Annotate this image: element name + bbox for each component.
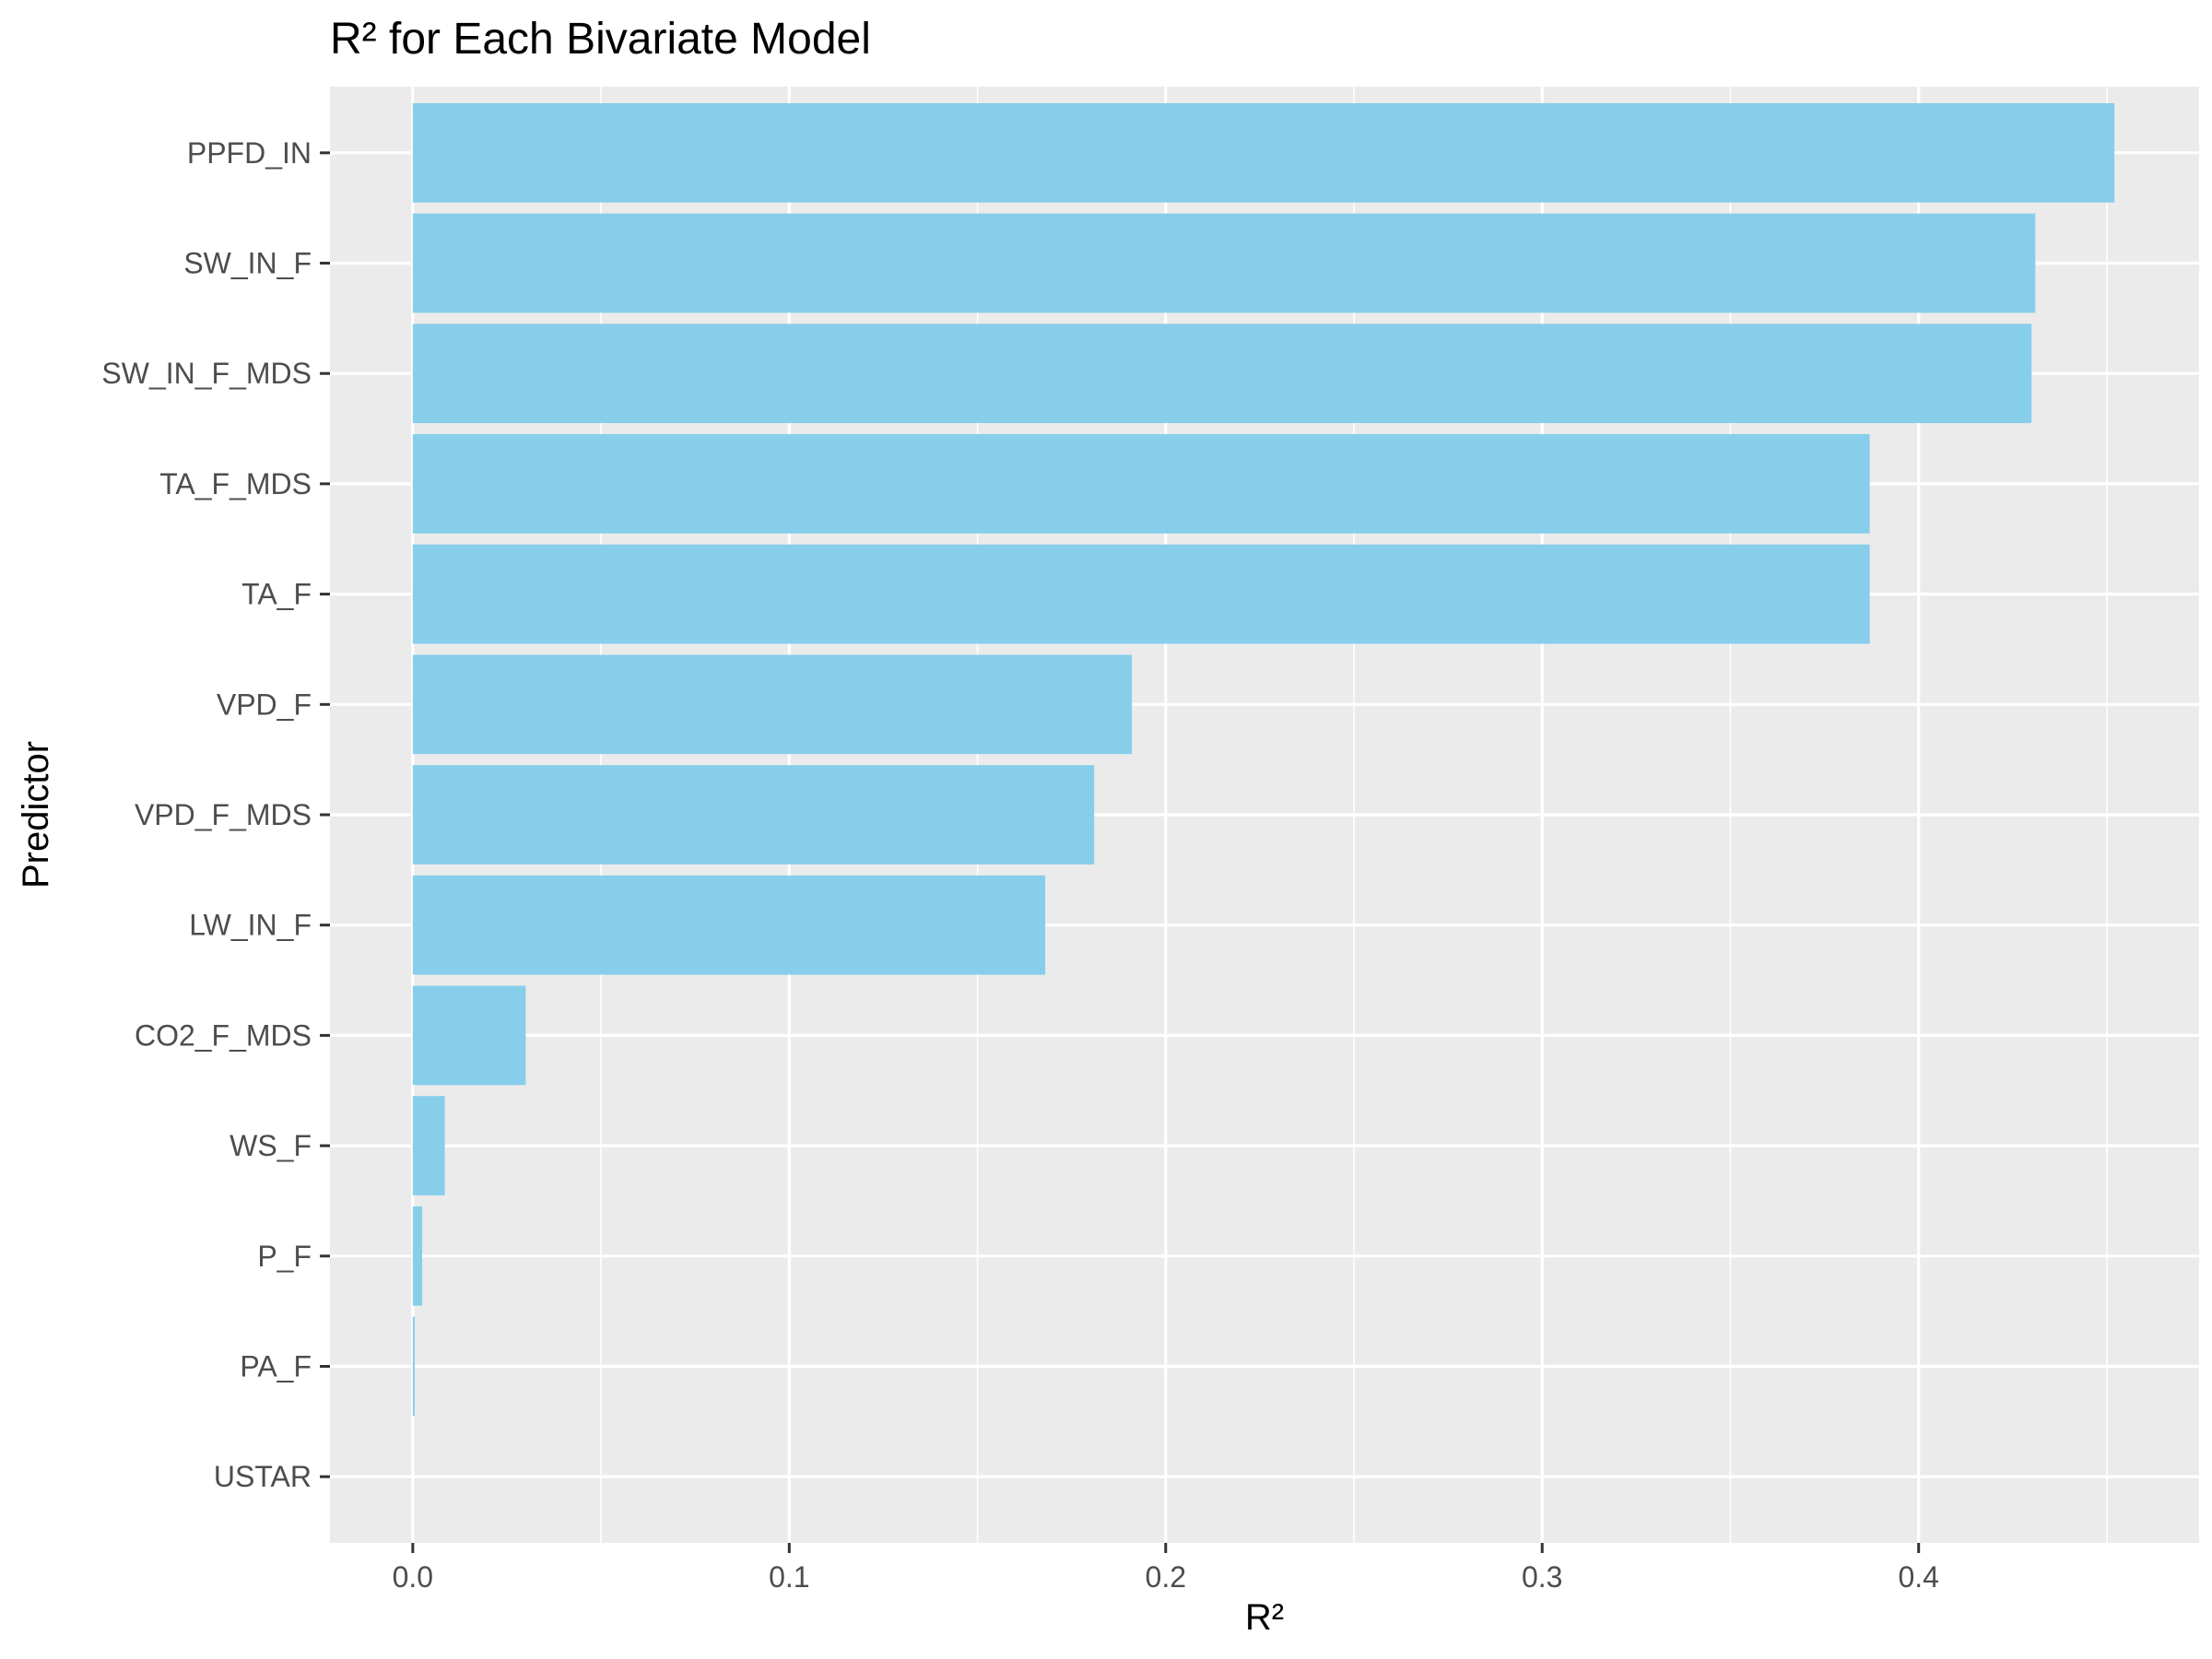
bar <box>412 765 1095 865</box>
y-tick-label: VPD_F_MDS <box>135 798 312 831</box>
y-tick-label: WS_F <box>229 1129 312 1162</box>
x-tick-label: 0.3 <box>1522 1560 1562 1594</box>
bars <box>412 102 2115 1417</box>
x-tick-label: 0.2 <box>1146 1560 1186 1594</box>
y-tick-label: P_F <box>257 1240 312 1273</box>
bar <box>412 324 2032 424</box>
y-tick-label: TA_F_MDS <box>159 467 312 500</box>
y-tick-label: LW_IN_F <box>189 909 312 942</box>
x-tick-label: 0.4 <box>1898 1560 1938 1594</box>
bar <box>412 875 1046 975</box>
bar <box>412 1096 445 1195</box>
y-tick-label: USTAR <box>214 1460 312 1493</box>
bar <box>412 434 1870 534</box>
y-tick-label: PA_F <box>240 1349 312 1382</box>
bar <box>412 544 1870 644</box>
chart-title: R² for Each Bivariate Model <box>330 15 871 64</box>
bar <box>412 102 2115 203</box>
y-tick-label: VPD_F <box>217 688 312 721</box>
y-tick-label: CO2_F_MDS <box>135 1018 312 1052</box>
bar <box>412 985 526 1086</box>
y-tick-label: TA_F <box>241 578 312 611</box>
y-tick-label: PPFD_IN <box>187 136 312 170</box>
x-tick-label: 0.1 <box>769 1560 809 1594</box>
y-axis-title: Predictor <box>16 741 56 888</box>
bar <box>412 1206 423 1306</box>
y-tick-label: SW_IN_F_MDS <box>101 357 312 390</box>
bar <box>412 654 1133 755</box>
x-tick-label: 0.0 <box>393 1560 433 1594</box>
x-axis: 0.0 0.1 0.2 0.3 0.4 <box>393 1543 1939 1594</box>
x-axis-title: R² <box>1245 1597 1284 1638</box>
bar <box>412 213 2036 313</box>
y-axis: PPFD_IN SW_IN_F SW_IN_F_MDS TA_F_MDS TA_F VPD… <box>101 136 330 1493</box>
y-tick-label: SW_IN_F <box>183 247 312 280</box>
bar <box>412 1316 415 1417</box>
